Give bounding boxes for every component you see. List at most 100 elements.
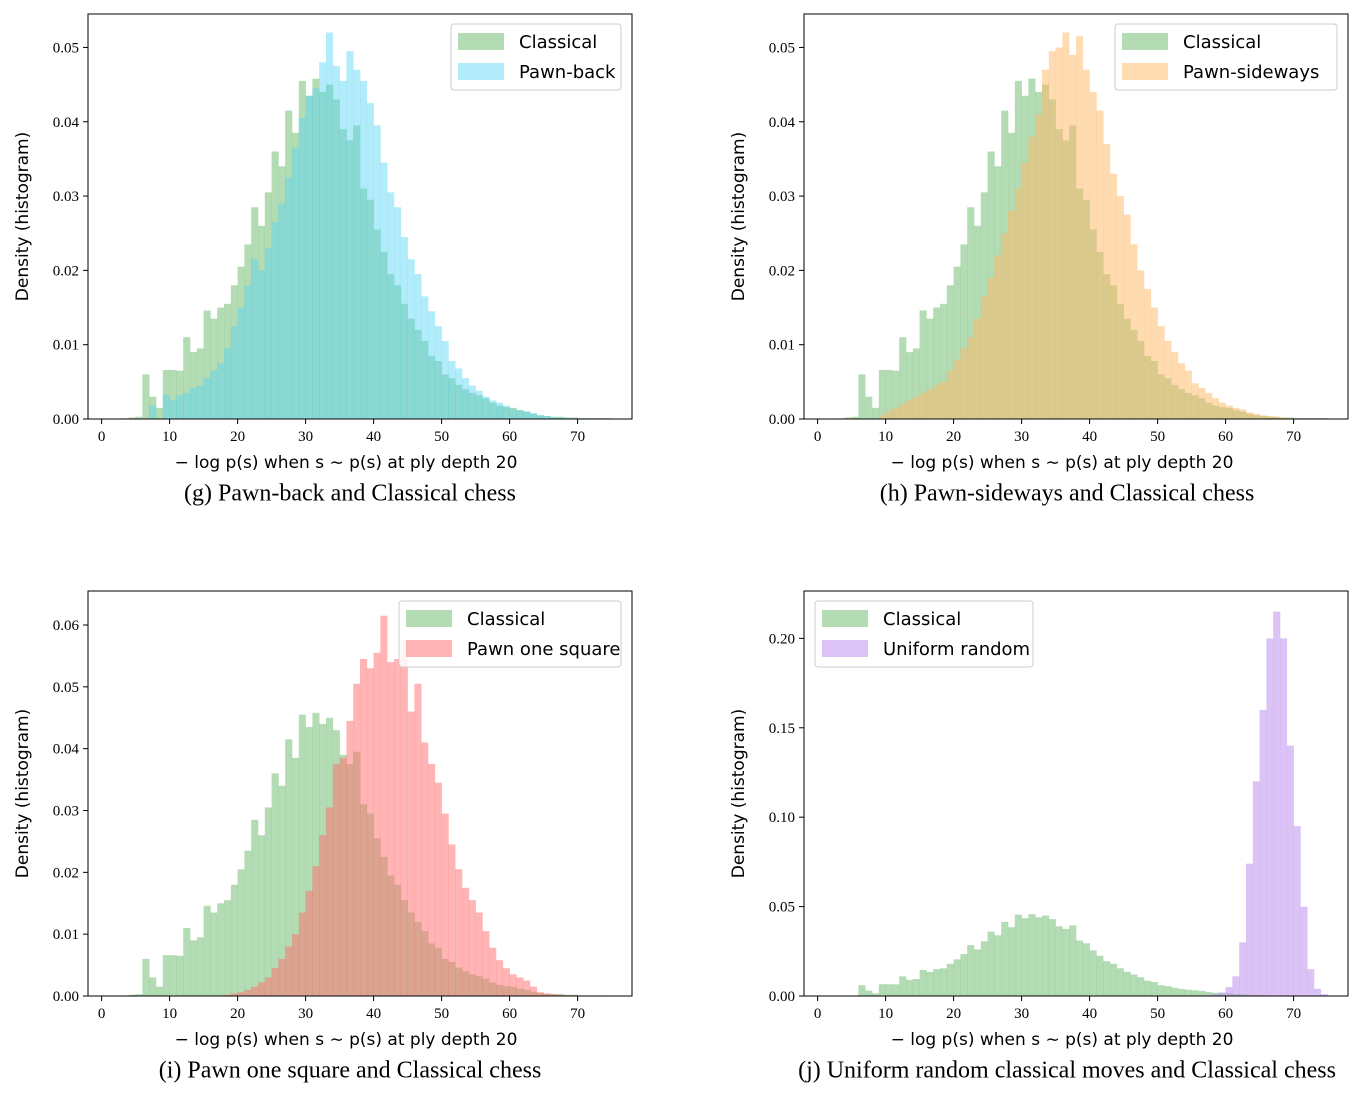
histogram-bar [1042,69,1050,419]
histogram-bar [366,668,374,996]
y-tick-label: 0.15 [769,721,795,737]
y-tick-label: 0.06 [53,618,80,634]
histogram-bar [264,192,272,419]
histogram-bar [543,993,551,996]
histogram-bar [210,912,218,996]
y-tick-label: 0.00 [769,989,795,1005]
histogram-bar [455,384,463,419]
histogram-bar [292,757,300,996]
histogram-bar [353,683,361,996]
histogram-bar [1028,914,1036,996]
histogram-bar [455,368,463,419]
histogram-bar [319,835,327,996]
histogram-bar [468,385,476,419]
histogram-bar [428,311,436,419]
histogram-bar [339,129,347,420]
histogram-bar [1320,994,1328,996]
histogram-bar [1164,340,1172,419]
series-uniform-random [1205,611,1328,996]
histogram-bar [482,398,490,419]
histogram-bar [346,140,354,420]
histogram-bar [550,417,558,419]
histogram-bar [326,807,334,996]
histogram-bar [482,931,490,996]
histogram-bar [1123,214,1131,419]
histogram-bar [974,949,982,996]
histogram-bar [468,392,476,419]
x-tick-label: 70 [570,1006,585,1022]
histogram-bar [292,132,300,419]
legend-label: Pawn-sideways [1183,62,1319,83]
series-pawn-sideways [878,32,1308,420]
histogram-bar [278,958,286,996]
histogram-bar [278,166,286,419]
histogram-bar [1178,988,1186,996]
histogram-bar [162,394,170,419]
histogram-bar [926,318,934,419]
histogram-bar [380,615,388,996]
histogram-bar [230,993,238,996]
x-tick-label: 20 [946,1006,961,1022]
histogram-bar [1212,398,1220,419]
histogram-bar [224,994,232,996]
histogram-bar [1096,110,1104,420]
histogram-bar [217,903,225,996]
plot-frame [803,590,1349,997]
y-tick-label: 0.05 [53,680,79,696]
histogram-bar [183,392,191,419]
histogram-bar [414,683,422,996]
x-tick-label: 10 [878,1006,893,1022]
histogram-bar [292,147,300,419]
histogram-bar [1218,992,1226,996]
series-pawn-one-square [224,615,572,996]
histogram-bar [1150,307,1158,419]
x-tick-label: 60 [502,1006,517,1022]
histogram-bar [285,177,293,419]
histogram-bar [1014,188,1022,419]
histogram-bar [1164,986,1172,996]
histogram-bar [326,84,334,420]
histogram-bar [366,199,374,419]
histogram-bar [899,404,907,419]
x-tick-label: 10 [162,1006,177,1022]
legend: Classical Pawn-back [450,23,622,91]
y-tick-label: 0.05 [769,40,795,56]
histogram-bar [1239,942,1247,996]
series-pawn-back [149,32,585,420]
histogram-bar [258,225,266,419]
histogram-bar [953,359,961,419]
histogram-bar [196,348,204,419]
histogram-bar [264,248,272,419]
histogram-bar [258,835,266,996]
y-tick-label: 0.02 [53,865,79,881]
x-tick-label: 20 [230,429,245,445]
histogram-bar [536,415,544,419]
histogram-bar [1273,416,1281,419]
histogram-bar [919,310,927,419]
histogram-bar [926,971,934,996]
histogram-bar [489,400,497,419]
histogram-bar [353,69,361,419]
histogram-bar [1286,745,1294,996]
histogram-bar [1042,915,1050,996]
histogram-bar [224,348,232,419]
histogram-bar [899,976,907,996]
histogram-bar [543,416,551,419]
x-tick-label: 30 [1014,1006,1029,1022]
histogram-bar [373,652,381,996]
figure-caption-g: (g) Pawn-back and Classical chess [184,480,516,507]
histogram-bar [1205,392,1213,419]
histogram-bar [1028,136,1036,419]
histogram-bar [1198,387,1206,419]
histogram-bar [1300,906,1308,996]
histogram-bar [885,369,893,419]
histogram-bar [1171,352,1179,419]
histogram-bar [400,640,408,996]
y-tick-label: 0.01 [769,338,795,354]
histogram-bar [1225,405,1233,419]
histogram-bar [258,982,266,996]
histogram-bar [196,385,204,419]
histogram-bar [919,392,927,419]
histogram-bar [183,927,191,996]
histogram-bar [1184,989,1192,996]
